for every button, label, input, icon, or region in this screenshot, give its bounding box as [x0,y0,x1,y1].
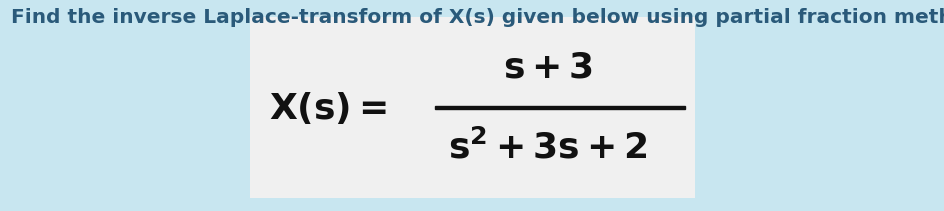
Bar [434,106,684,109]
Text: $\mathbf{s + 3}$: $\mathbf{s + 3}$ [502,50,593,85]
Text: Find the inverse Laplace-transform of X(s) given below using partial fraction me: Find the inverse Laplace-transform of X(… [11,8,944,27]
Bar [250,17,694,198]
Text: $\mathbf{X(s) =}$: $\mathbf{X(s) =}$ [269,90,387,126]
Text: $\mathbf{s^2 + 3s + 2}$: $\mathbf{s^2 + 3s + 2}$ [447,130,648,166]
